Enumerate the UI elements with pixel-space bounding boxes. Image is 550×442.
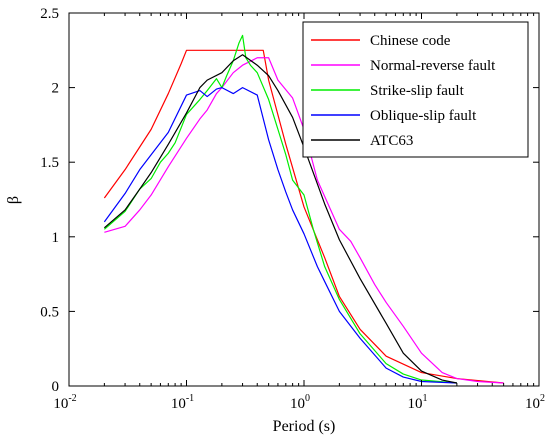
x-tick-exponent: -2 [68,393,76,404]
legend: Chinese code Normal-reverse fault Strike-s… [302,21,529,158]
y-tick-label: 2 [52,81,60,97]
series-line-2 [103,34,457,384]
x-tick-exponent: -1 [186,393,194,404]
x-tick-exponent: 2 [540,393,545,404]
series-layer [103,34,504,384]
legend-label-4: ATC63 [370,133,413,149]
legend-label-3: Oblique-slip fault [370,108,477,124]
ticks-layer [68,12,540,387]
x-tick-exponent: 1 [423,393,428,404]
y-tick-label: 0.5 [40,304,59,320]
y-tick-label: 0 [52,379,60,395]
legend-label-0: Chinese code [370,33,451,49]
y-tick-label: 1.5 [40,155,59,171]
series-line-4 [103,54,457,384]
y-tick-label: 2.5 [40,6,59,22]
x-tick-exponent: 0 [305,393,310,404]
legend-label-2: Strike-slip fault [370,83,465,99]
legend-label-1: Normal-reverse fault [370,58,496,74]
series-line-3 [103,87,457,384]
y-tick-label: 1 [52,230,60,246]
series-line-0 [103,49,504,384]
series-line-1 [104,57,504,384]
y-axis-label: β [5,196,22,204]
x-axis-label: Period (s) [273,418,336,435]
